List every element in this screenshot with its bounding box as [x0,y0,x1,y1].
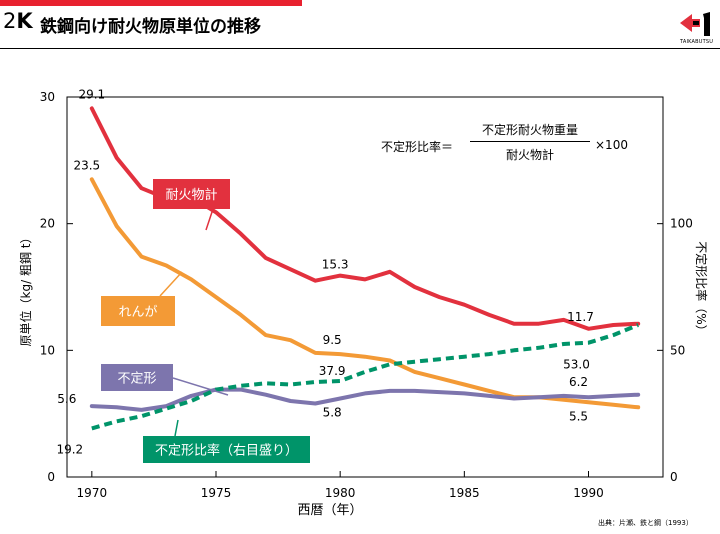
brand-logo-text: TAIKABUTSU [680,39,714,45]
formula-numerator: 不定形耐火物重量 [481,123,578,137]
callout-leader [159,271,183,297]
legend-callout [101,296,175,326]
data-label: 11.7 [567,310,594,324]
legend-callout-label: 耐火物計 [165,187,217,203]
plot-frame [66,96,664,478]
data-label: 53.0 [563,358,590,372]
callout-leader [172,377,229,396]
y2-axis-title: 不定形比率（%） [694,241,709,336]
x-tick-label: 1980 [325,486,356,500]
data-label: 5.6 [57,392,76,406]
data-label: 29.1 [78,87,105,101]
legend-callout [153,179,230,209]
y-tick-label: 20 [40,217,55,231]
monolithic-ratio-line [91,323,639,431]
data-label: 15.3 [322,258,349,272]
y-axis-title: 原単位（kg/ 粗鋼 t） [18,232,33,347]
formula-multiplier: ×100 [595,138,628,152]
header-accent-bar [0,0,302,6]
y2-tick-label: 100 [670,217,693,231]
formula-denominator: 耐火物計 [505,148,554,162]
y2-tick-label: 50 [670,343,685,357]
monolithics-line [89,387,641,412]
callout-leader [205,208,214,231]
data-label: 9.5 [323,333,342,347]
bricks-line [89,177,641,410]
x-tick-label: 1970 [77,486,108,500]
x-tick-label: 1990 [573,486,604,500]
data-label: 6.2 [569,375,588,389]
data-label: 23.5 [73,158,100,172]
legend-callout [143,436,310,463]
legend-callout-label: 不定形比率（右目盛り） [155,443,298,459]
x-tick-label: 1985 [449,486,480,500]
data-label: 5.5 [569,409,588,423]
x-axis-title: 西暦（年） [297,503,362,518]
formula-lhs: 不定形比率＝ [381,140,454,154]
data-label: 37.9 [319,364,346,378]
callout-leader [174,419,179,437]
formula-fraction-bar [470,141,590,142]
page-title: 鉄鋼向け耐火物原単位の推移 [40,17,261,37]
title-divider [0,48,720,49]
brand-logo-icon [676,8,716,38]
y2-tick-label: 0 [670,470,678,484]
legend-callout [101,364,173,391]
data-label: 19.2 [56,442,83,456]
y-tick-label: 30 [40,90,55,104]
data-label: 5.8 [323,405,342,419]
y-tick-label: 10 [40,343,55,357]
page-number: 2K [3,9,33,33]
y-tick-label: 0 [47,470,55,484]
source-citation: 出典：片瀬、鉄と鋼（1993） [598,519,693,527]
x-tick-label: 1975 [201,486,232,500]
legend-callout-label: れんが [118,305,157,320]
legend-callout-label: 不定形 [117,372,156,387]
